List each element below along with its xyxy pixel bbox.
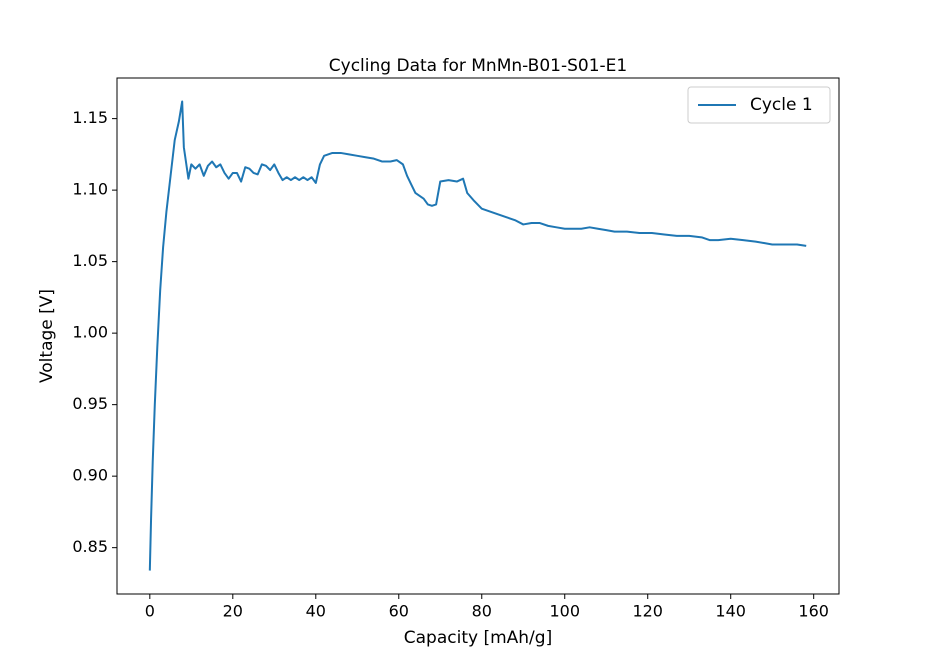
legend-label: Cycle 1 (750, 95, 813, 115)
x-tick-label: 20 (223, 602, 243, 621)
x-tick-label: 160 (798, 602, 829, 621)
y-tick-label: 0.95 (72, 394, 108, 413)
y-tick-label: 1.05 (72, 251, 108, 270)
plot-frame (116, 77, 840, 595)
y-tick-label: 1.10 (72, 180, 108, 199)
legend-box (687, 86, 831, 124)
y-axis-label: Voltage [V] (37, 289, 57, 383)
y-tick-label: 1.15 (72, 108, 108, 127)
x-tick-label: 120 (632, 602, 663, 621)
x-tick-label: 140 (715, 602, 746, 621)
x-axis-label: Capacity [mAh/g] (404, 628, 552, 648)
x-tick-label: 80 (472, 602, 492, 621)
x-tick-label: 40 (306, 602, 326, 621)
x-tick-label: 60 (389, 602, 409, 621)
chart-title: Cycling Data for MnMn-B01-S01-E1 (329, 56, 627, 76)
x-tick-label: 0 (145, 602, 155, 621)
line (148, 100, 807, 571)
y-tick-label: 0.85 (72, 537, 108, 556)
y-tick-label: 0.90 (72, 466, 108, 485)
x-tick-label: 100 (549, 602, 580, 621)
y-tick-label: 1.00 (72, 323, 108, 342)
